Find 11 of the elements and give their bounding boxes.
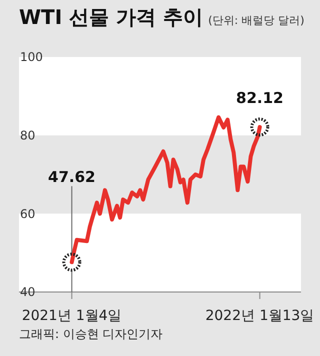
y-tick-label: 60 bbox=[20, 206, 36, 221]
y-tick-label: 40 bbox=[20, 285, 36, 300]
y-tick-label: 100 bbox=[20, 50, 43, 64]
x-tick-label: 2022년 1월13일 bbox=[205, 308, 314, 324]
annotation: 47.62 bbox=[48, 168, 96, 186]
annotation: 82.12 bbox=[236, 89, 284, 108]
x-tick-label: 2021년 1월4일 bbox=[22, 308, 122, 324]
y-tick-label: 80 bbox=[20, 128, 36, 143]
text: 그래픽: 이승현 디자인기자 bbox=[19, 326, 163, 343]
chart-title: WTI 선물 가격 추이 bbox=[19, 5, 204, 29]
chart-subtitle: (단위: 배럴당 달러) bbox=[208, 14, 304, 27]
